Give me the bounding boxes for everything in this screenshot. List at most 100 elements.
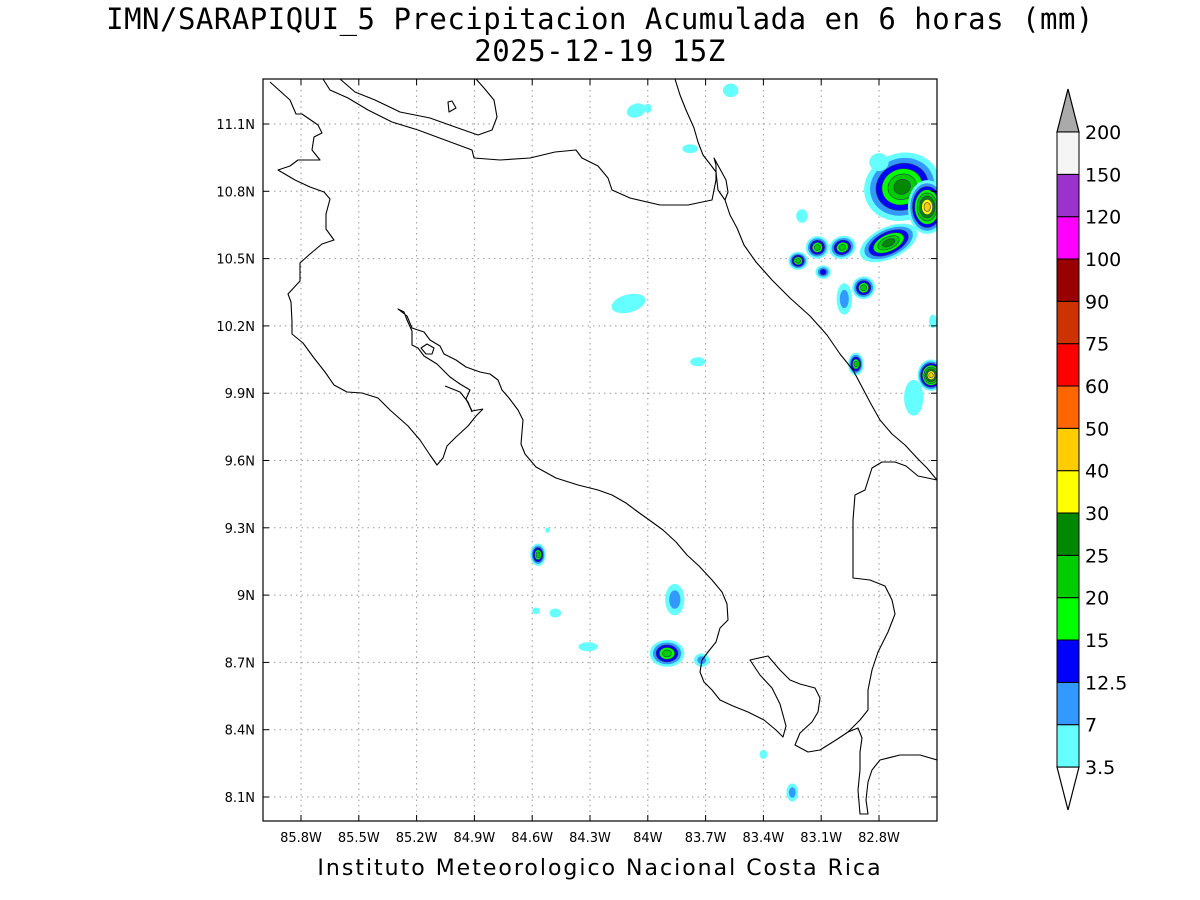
colorbar-level-label: 90 <box>1085 291 1109 313</box>
colorbar-swatch <box>1056 512 1080 556</box>
precip-contour-level <box>904 379 924 416</box>
colorbar-swatch <box>1056 173 1080 218</box>
precip-cell <box>665 583 685 616</box>
precip-contour-level <box>578 642 598 652</box>
lon-tick-label: 85.5W <box>338 831 380 846</box>
colorbar-level-label: 7 <box>1085 715 1097 737</box>
lon-tick-label: 84.9W <box>453 831 495 846</box>
lat-tick-label: 8.4N <box>225 724 255 739</box>
lat-tick-label: 10.8N <box>216 185 255 200</box>
lat-tick-label: 8.1N <box>225 791 255 806</box>
precip-cell <box>829 235 856 259</box>
lon-tick-label: 84.3W <box>569 831 611 846</box>
precip-cell <box>545 527 550 533</box>
precip-cell <box>869 153 889 172</box>
colorbar-level-label: 30 <box>1085 503 1109 525</box>
colorbar-level-label: 50 <box>1085 418 1109 440</box>
lat-tick-label: 9.6N <box>225 455 255 470</box>
colorbar-level-label: 60 <box>1085 376 1109 398</box>
precip-contour-level <box>690 357 706 367</box>
precipitation-field <box>530 83 937 802</box>
precip-cell <box>532 607 540 615</box>
precip-contour-level <box>838 244 847 251</box>
precip-contour-level <box>928 372 934 379</box>
plot-background <box>263 79 937 821</box>
precip-cell <box>929 314 937 329</box>
colorbar-level-label: 20 <box>1085 588 1109 610</box>
precip-cell <box>611 293 646 314</box>
colorbar-swatch <box>1056 724 1080 768</box>
lake-nicaragua-north <box>339 79 498 136</box>
precip-cell <box>690 357 706 367</box>
precip-cell <box>859 223 918 263</box>
lon-tick-label: 83.4W <box>742 831 784 846</box>
lon-tick-label: 82.8W <box>858 831 900 846</box>
plot-frame <box>262 78 938 822</box>
colorbar-swatch <box>1056 216 1080 260</box>
colorbar-level-label: 12.5 <box>1085 672 1127 694</box>
map-timestamp: 2025-12-19 15Z <box>474 34 726 68</box>
colorbar-swatch <box>1056 300 1080 345</box>
ometepe-island <box>447 100 457 113</box>
precip-contour-level <box>795 258 801 264</box>
precip-cell <box>578 642 598 652</box>
colorbar-swatch <box>1056 258 1080 302</box>
colorbar-level-label: 200 <box>1085 122 1121 144</box>
colorbar-level-label: 120 <box>1085 207 1121 229</box>
precip-cell <box>907 180 937 234</box>
lat-tick-label: 11.1N <box>216 118 255 133</box>
colorbar-level-label: 15 <box>1085 630 1109 652</box>
precip-contour-level <box>759 749 768 759</box>
precip-contour-level <box>611 293 646 314</box>
precip-cell <box>530 543 546 566</box>
precip-cell <box>626 103 646 118</box>
precip-contour-level <box>796 209 808 223</box>
lat-tick-label: 10.5N <box>216 253 255 268</box>
nicoya-peninsula-inlet <box>444 385 473 413</box>
precip-cell <box>805 236 829 259</box>
precip-contour-level <box>788 787 796 798</box>
lon-tick-label: 83.7W <box>685 831 727 846</box>
precip-contour-level <box>532 607 540 615</box>
precip-contour-level <box>819 268 827 276</box>
colorbar-level-label: 40 <box>1085 461 1109 483</box>
precip-contour-level <box>722 83 739 98</box>
precip-cell <box>815 265 831 279</box>
map-title: IMN/SARAPIQUI_5 Precipitacion Acumulada … <box>106 2 1094 36</box>
lat-tick-label: 10.2N <box>216 320 255 335</box>
precip-cell <box>836 283 853 315</box>
colorbar-swatch <box>1056 385 1080 429</box>
colorbar-swatch <box>1056 597 1080 641</box>
precip-cell <box>788 251 808 270</box>
island-feature <box>420 343 435 355</box>
colorbar-over-arrow <box>1056 88 1080 133</box>
colorbar-level-label: 75 <box>1085 334 1109 356</box>
colorbar-level-label: 3.5 <box>1085 757 1115 779</box>
colorbar-level-label: 150 <box>1085 164 1121 186</box>
colorbar-swatch <box>1056 427 1080 472</box>
lat-tick-label: 9.3N <box>225 522 255 537</box>
precip-contour-level <box>549 608 562 618</box>
precip-contour-level <box>669 590 681 609</box>
precip-cell <box>722 83 739 98</box>
precip-contour-level <box>869 153 889 172</box>
precip-cell <box>759 749 768 759</box>
precip-contour-level <box>853 360 859 368</box>
precip-contour-level <box>626 103 646 118</box>
panama-border <box>847 461 937 733</box>
institution-footer: Instituto Meteorologico Nacional Costa R… <box>317 856 883 881</box>
lat-tick-label: 8.7N <box>225 656 255 671</box>
precip-cell <box>904 379 924 416</box>
precip-contour-level <box>814 244 821 251</box>
grid-lines <box>263 79 937 821</box>
precip-cell <box>852 276 876 300</box>
caribbean-coastline <box>674 79 937 481</box>
precip-cell <box>649 639 685 667</box>
pacific-coastline-north <box>269 81 484 466</box>
colorbar-level-label: 100 <box>1085 249 1121 271</box>
precip-contour-level <box>839 289 849 309</box>
chiriqui-coast <box>699 655 937 815</box>
colorbar-swatch <box>1056 343 1080 387</box>
precip-cell <box>796 209 808 223</box>
